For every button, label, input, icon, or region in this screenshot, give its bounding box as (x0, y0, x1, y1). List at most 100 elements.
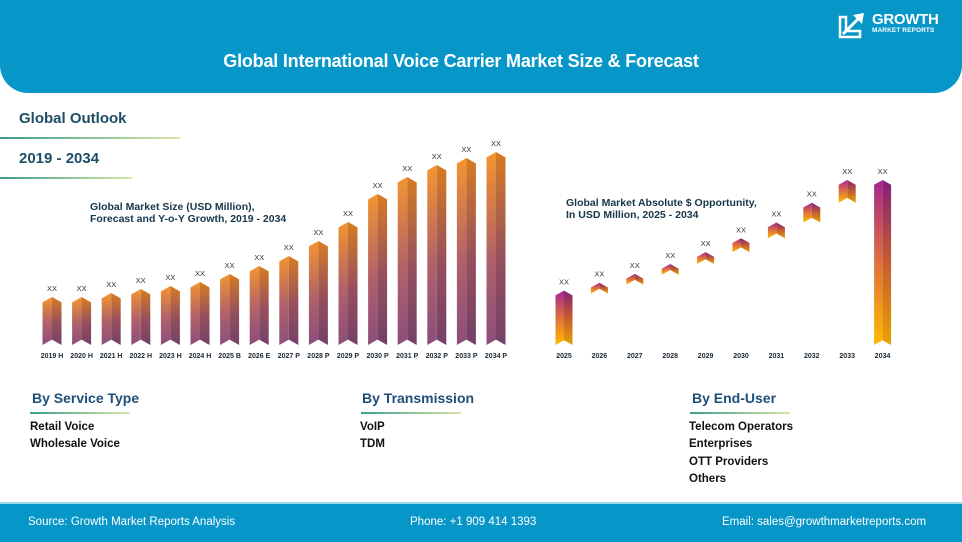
market-size-bar (42, 297, 62, 345)
opportunity-data-label: XX (665, 251, 675, 260)
market-size-tick-label: 2025 B (218, 353, 241, 360)
market-size-tick-label: 2034 P (485, 353, 508, 360)
brand-logo[interactable]: GROWTH MARKET REPORTS (838, 11, 948, 39)
opportunity-tick-label: 2034 (875, 353, 891, 360)
opportunity-bar (803, 202, 821, 223)
opportunity-data-label: XX (559, 278, 569, 287)
market-size-tick-label: 2023 H (159, 353, 182, 360)
opportunity-data-label: XX (842, 167, 852, 176)
logo-text-growth: GROWTH (872, 11, 939, 28)
market-size-data-label: XX (343, 209, 353, 218)
opportunity-chart-title: Global Market Absolute $ Opportunity, In… (566, 197, 757, 221)
opportunity-data-label: XX (771, 209, 781, 218)
market-size-data-label: XX (254, 253, 264, 262)
opportunity-data-label: XX (630, 261, 640, 270)
market-size-tick-label: 2029 P (337, 353, 360, 360)
market-size-chart: XX 2019 H XX 2020 H XX 2021 H XX 2022 H XX 2023 H… (41, 139, 508, 360)
outlook-label: Global Outlook (19, 110, 127, 127)
market-size-data-label: XX (165, 273, 175, 282)
market-size-data-label: XX (402, 164, 412, 173)
market-size-bar (368, 194, 388, 345)
opportunity-tick-label: 2026 (592, 353, 608, 360)
opportunity-tick-label: 2032 (804, 353, 820, 360)
header-banner: GROWTH MARKET REPORTS Global Internation… (0, 0, 962, 93)
market-size-chart-title-line2: Forecast and Y-o-Y Growth, 2019 - 2034 (90, 213, 287, 225)
segment-item: Retail Voice (30, 421, 95, 433)
opportunity-tick-label: 2027 (627, 353, 643, 360)
market-size-data-label: XX (284, 243, 294, 252)
footer-phone[interactable]: Phone: +1 909 414 1393 (410, 516, 537, 528)
market-size-bar (160, 286, 180, 345)
opportunity-tick-label: 2029 (698, 353, 714, 360)
opportunity-data-label: XX (701, 239, 711, 248)
segment-item: Others (689, 473, 727, 485)
outlook-period: 2019 - 2034 (19, 150, 100, 167)
market-size-bar (486, 152, 506, 345)
segment-divider (30, 412, 130, 414)
market-size-chart-title: Global Market Size (USD Million), Foreca… (90, 201, 286, 225)
segment-item: Wholesale Voice (30, 438, 120, 450)
market-size-tick-label: 2021 H (100, 353, 123, 360)
market-size-bar (101, 293, 121, 345)
opportunity-data-label: XX (807, 190, 817, 199)
market-size-tick-label: 2024 H (189, 353, 212, 360)
market-size-data-label: XX (432, 152, 442, 161)
market-size-data-label: XX (373, 181, 383, 190)
market-size-bar (338, 222, 358, 345)
market-size-data-label: XX (225, 261, 235, 270)
opportunity-bar (732, 238, 750, 253)
opportunity-bar (697, 252, 715, 264)
opportunity-tick-label: 2030 (733, 353, 749, 360)
market-size-bar (249, 266, 269, 345)
opportunity-chart-title-line2: In USD Million, 2025 - 2034 (566, 209, 699, 221)
market-size-tick-label: 2027 P (278, 353, 301, 360)
opportunity-tick-label: 2025 (556, 353, 572, 360)
opportunity-bar (661, 263, 679, 275)
segment-title-end-user: By End-User (692, 390, 777, 406)
market-size-bar (72, 297, 92, 345)
market-size-data-label: XX (195, 269, 205, 278)
segment-title-service-type: By Service Type (32, 390, 140, 406)
market-size-bar (279, 256, 299, 345)
opportunity-bar (590, 282, 608, 294)
growth-arrow-icon (838, 13, 864, 39)
opportunity-bar (626, 273, 644, 285)
market-size-data-label: XX (313, 228, 323, 237)
market-size-tick-label: 2028 P (307, 353, 330, 360)
market-size-tick-label: 2020 H (70, 353, 93, 360)
market-size-data-label: XX (47, 284, 57, 293)
opportunity-tick-label: 2028 (662, 353, 678, 360)
segment-item: VoIP (360, 421, 385, 433)
market-size-chart-title-line1: Global Market Size (USD Million), (90, 201, 255, 213)
footer-bar: Source: Growth Market Reports Analysis P… (0, 502, 962, 542)
market-size-tick-label: 2022 H (130, 353, 153, 360)
segment-item: Enterprises (689, 438, 753, 450)
footer-source: Source: Growth Market Reports Analysis (28, 516, 236, 528)
market-size-data-label: XX (461, 145, 471, 154)
market-size-tick-label: 2032 P (426, 353, 449, 360)
footer-email[interactable]: Email: sales@growthmarketreports.com (722, 516, 927, 528)
opportunity-bar (874, 179, 892, 345)
opportunity-data-label: XX (878, 167, 888, 176)
market-size-data-label: XX (491, 139, 501, 148)
market-size-data-label: XX (136, 276, 146, 285)
market-size-bar (456, 158, 476, 345)
market-size-tick-label: 2026 E (248, 353, 271, 360)
market-size-tick-label: 2031 P (396, 353, 419, 360)
segment-item: Telecom Operators (689, 421, 793, 433)
market-size-bar (397, 177, 417, 345)
page-title: Global International Voice Carrier Marke… (223, 51, 699, 71)
divider-period (0, 177, 132, 179)
market-size-bar (190, 282, 210, 345)
divider-outlook (0, 137, 180, 139)
market-size-tick-label: 2033 P (455, 353, 478, 360)
opportunity-data-label: XX (736, 225, 746, 234)
segment-divider (361, 412, 461, 414)
opportunity-chart: XX 2025 XX 2026 XX 2027 XX 2028 XX 2029 XX 2030 XX 20… (555, 167, 892, 360)
logo-text-market-reports: MARKET REPORTS (872, 27, 935, 34)
market-size-tick-label: 2019 H (41, 353, 64, 360)
opportunity-tick-label: 2031 (769, 353, 785, 360)
market-size-data-label: XX (77, 284, 87, 293)
segment-item: TDM (360, 438, 385, 450)
